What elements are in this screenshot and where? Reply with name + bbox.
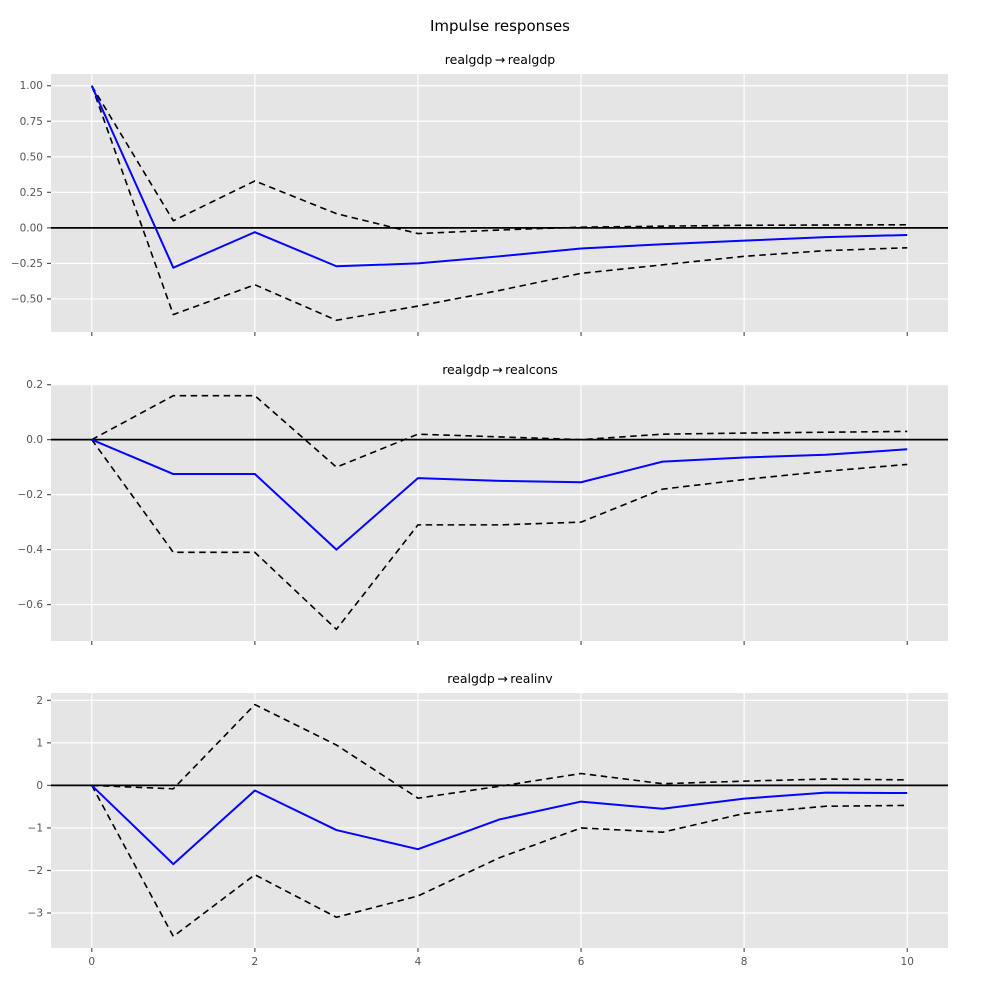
lower-ci-line bbox=[91, 785, 908, 938]
y-tick-label: 0.0 bbox=[26, 434, 43, 446]
x-tick-label: 0 bbox=[88, 956, 95, 968]
y-tick-label: 0.25 bbox=[20, 187, 43, 199]
upper-ci-line bbox=[91, 85, 908, 235]
x-tick-label: 6 bbox=[578, 956, 585, 968]
y-tick-label: −0.4 bbox=[18, 544, 44, 556]
irf-chart-realgdp-realgdp: 1.00 0.75 0.50 0.25 0.00 −0.25 −0.50 bbox=[11, 74, 948, 336]
plot-area bbox=[51, 74, 948, 332]
y-tick-label: −0.6 bbox=[18, 599, 44, 611]
y-tick-label: 1.00 bbox=[20, 80, 43, 92]
irf-line bbox=[90, 85, 908, 269]
x-tick-label: 4 bbox=[415, 956, 422, 968]
y-tick-label: 0.00 bbox=[20, 222, 43, 234]
subplot-title-realgdp-realgdp: realgdp → realgdp bbox=[444, 52, 556, 67]
irf-chart-realgdp-realcons: 0.2 0.0 −0.2 −0.4 −0.6 bbox=[18, 379, 948, 645]
upper-ci-line bbox=[91, 703, 908, 799]
lower-ci-line bbox=[91, 439, 908, 631]
y-tick-label: 1 bbox=[36, 737, 43, 749]
x-tick-label: 10 bbox=[901, 956, 914, 968]
y-tick-label: −1 bbox=[28, 822, 43, 834]
subplot-title-realgdp-realcons: realgdp → realcons bbox=[442, 362, 558, 377]
y-tick-label: −0.25 bbox=[11, 258, 43, 270]
x-tick-label: 2 bbox=[252, 956, 259, 968]
plot-area bbox=[51, 384, 948, 641]
y-tick-label: −3 bbox=[28, 908, 43, 920]
y-tick-label: 0.50 bbox=[20, 151, 43, 163]
irf-line bbox=[91, 784, 908, 866]
y-tick-label: −2 bbox=[28, 865, 43, 877]
upper-ci-line bbox=[91, 394, 908, 468]
y-tick-label: −0.50 bbox=[11, 293, 43, 305]
y-tick-label: 0.2 bbox=[26, 379, 43, 391]
irf-line bbox=[91, 438, 908, 551]
y-tick-label: 0 bbox=[36, 780, 43, 792]
y-tick-label: −0.2 bbox=[18, 489, 44, 501]
y-tick-label: 0.75 bbox=[20, 116, 43, 128]
subplot-title-realgdp-realinv: realgdp → realinv bbox=[447, 671, 553, 686]
lower-ci-line bbox=[91, 85, 908, 322]
y-tick-label: 2 bbox=[36, 695, 43, 707]
x-tick-label: 8 bbox=[741, 956, 748, 968]
figure-title: Impulse responses bbox=[430, 17, 570, 35]
